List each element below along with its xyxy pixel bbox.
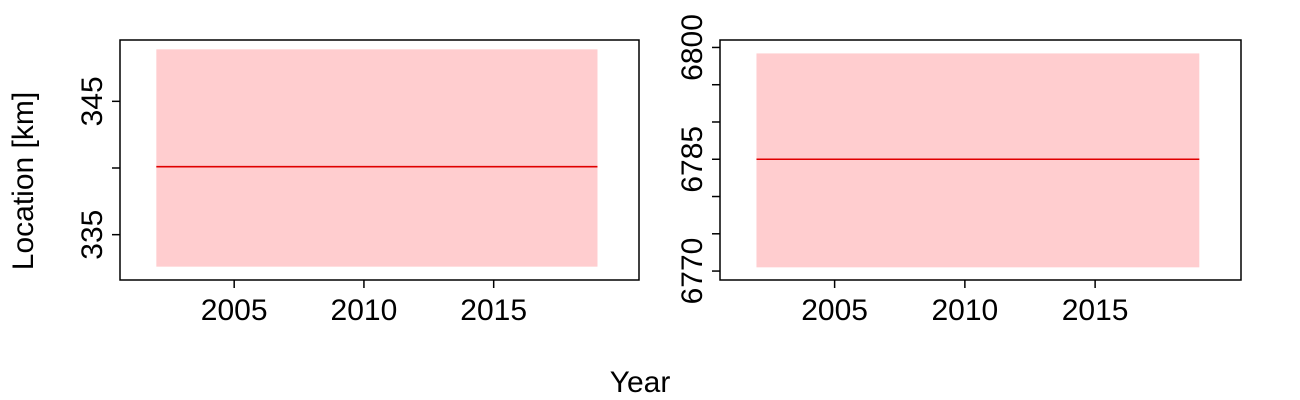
panel-right: 2005 2010 2015 6770 6785 6800: [676, 14, 1242, 327]
x-tick-label: 2010: [931, 294, 998, 327]
x-tick-label: 2015: [1062, 294, 1129, 327]
y-tick-label: 345: [76, 76, 109, 126]
y-tick-label: 6770: [676, 238, 709, 305]
x-tick-label: 2010: [331, 294, 398, 327]
y-tick-label: 6785: [676, 126, 709, 193]
x-tick-label: 2015: [460, 294, 527, 327]
y-tick-label: 6800: [676, 14, 709, 81]
confidence-band: [156, 49, 598, 267]
confidence-band: [756, 53, 1200, 268]
panel-left: 2005 2010 2015 335 345: [76, 39, 640, 327]
x-axis-label: Year: [610, 366, 671, 399]
x-tick-label: 2005: [801, 294, 868, 327]
y-tick-label: 335: [76, 210, 109, 260]
x-tick-label: 2005: [201, 294, 268, 327]
plot-frame: [119, 39, 640, 281]
y-axis-label: Location [km]: [7, 92, 40, 270]
